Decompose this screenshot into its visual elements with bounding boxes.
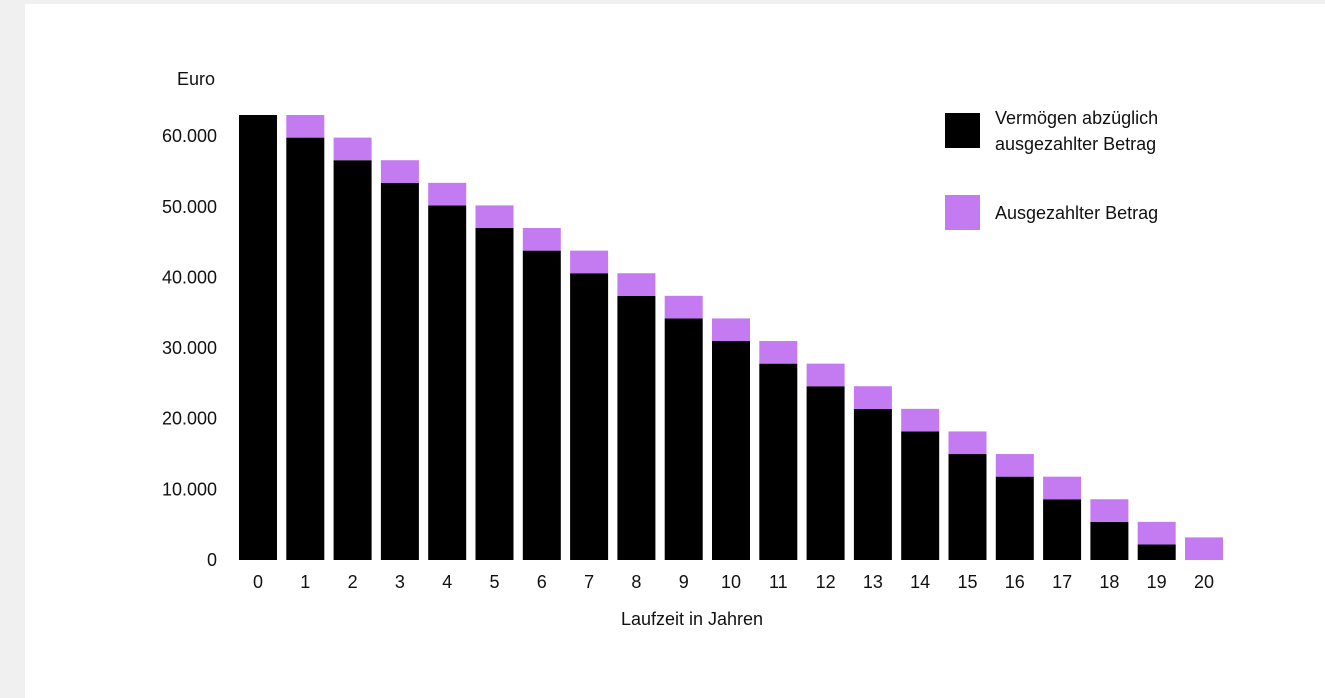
bar-vermoegen xyxy=(522,250,561,560)
bar-vermoegen xyxy=(380,182,419,561)
bar-vermoegen xyxy=(759,363,798,560)
x-tick-label: 4 xyxy=(442,572,452,592)
x-tick-label: 5 xyxy=(489,572,499,592)
bar-vermoegen xyxy=(570,273,609,560)
x-tick-label: 2 xyxy=(348,572,358,592)
bar-vermoegen xyxy=(806,386,845,560)
bar-vermoegen xyxy=(1137,544,1176,560)
x-tick-label: 0 xyxy=(253,572,263,592)
y-tick-label: 50.000 xyxy=(162,197,217,217)
bar-vermoegen xyxy=(1090,521,1129,560)
x-tick-label: 13 xyxy=(863,572,883,592)
legend-label-vermoegen-line2: ausgezahlter Betrag xyxy=(995,134,1156,154)
bars xyxy=(239,115,1223,561)
bar-ausgezahlt xyxy=(806,363,845,387)
bar-vermoegen xyxy=(239,115,277,560)
bar-vermoegen xyxy=(1043,499,1082,560)
legend-swatch-vermoegen xyxy=(945,113,980,148)
bar-ausgezahlt xyxy=(901,408,940,432)
x-tick-label: 7 xyxy=(584,572,594,592)
x-axis-title: Laufzeit in Jahren xyxy=(621,609,763,629)
x-tick-label: 16 xyxy=(1005,572,1025,592)
bar-vermoegen xyxy=(853,408,892,560)
bar-ausgezahlt xyxy=(522,228,561,251)
x-tick-label: 8 xyxy=(631,572,641,592)
y-tick-label: 10.000 xyxy=(162,479,217,499)
bar-vermoegen xyxy=(664,318,703,560)
x-tick-label: 17 xyxy=(1052,572,1072,592)
y-tick-label: 60.000 xyxy=(162,126,217,146)
bar-ausgezahlt xyxy=(995,454,1034,477)
x-tick-label: 6 xyxy=(537,572,547,592)
bar-vermoegen xyxy=(995,476,1034,560)
bar-ausgezahlt xyxy=(475,205,514,229)
bar-ausgezahlt xyxy=(617,273,656,296)
legend-label-ausgezahlt: Ausgezahlter Betrag xyxy=(995,203,1158,223)
bar-ausgezahlt xyxy=(333,137,372,161)
bar-vermoegen xyxy=(333,160,372,560)
y-axis-ticks: 0 10.000 20.000 30.000 40.000 50.000 60.000 xyxy=(162,126,217,570)
y-tick-label: 40.000 xyxy=(162,267,217,287)
y-tick-label: 20.000 xyxy=(162,409,217,429)
x-tick-label: 3 xyxy=(395,572,405,592)
x-tick-label: 15 xyxy=(957,572,977,592)
bar-ausgezahlt xyxy=(286,115,325,138)
bar-vermoegen xyxy=(428,205,467,560)
y-tick-label: 30.000 xyxy=(162,338,217,358)
bar-ausgezahlt xyxy=(1090,499,1129,522)
x-tick-label: 11 xyxy=(769,572,788,592)
x-tick-label: 19 xyxy=(1147,572,1167,592)
legend-label-vermoegen-line1: Vermögen abzüglich xyxy=(995,108,1158,128)
bar-ausgezahlt xyxy=(380,160,419,183)
bar-ausgezahlt xyxy=(712,318,750,342)
bar-ausgezahlt xyxy=(1185,537,1223,560)
x-tick-label: 9 xyxy=(679,572,689,592)
bar-vermoegen xyxy=(712,341,750,560)
bar-ausgezahlt xyxy=(428,182,467,206)
legend-swatch-ausgezahlt xyxy=(945,195,980,230)
bar-ausgezahlt xyxy=(664,295,703,319)
bar-ausgezahlt xyxy=(570,250,609,274)
bar-ausgezahlt xyxy=(853,386,892,409)
bar-vermoegen xyxy=(286,137,325,560)
x-tick-label: 20 xyxy=(1194,572,1214,592)
bar-ausgezahlt xyxy=(759,341,798,364)
bar-ausgezahlt xyxy=(1043,476,1082,500)
bar-vermoegen xyxy=(901,431,940,560)
x-tick-label: 12 xyxy=(816,572,836,592)
legend: Vermögen abzüglich ausgezahlter Betrag A… xyxy=(945,108,1158,230)
bar-ausgezahlt xyxy=(948,431,987,455)
bar-ausgezahlt xyxy=(1137,521,1176,545)
y-tick-label: 0 xyxy=(207,550,217,570)
x-tick-label: 18 xyxy=(1099,572,1119,592)
bar-vermoegen xyxy=(475,228,514,560)
bar-vermoegen xyxy=(948,454,987,560)
x-tick-label: 10 xyxy=(721,572,741,592)
y-axis-title: Euro xyxy=(177,69,215,89)
bar-vermoegen xyxy=(617,295,656,560)
x-tick-label: 1 xyxy=(300,572,310,592)
x-tick-label: 14 xyxy=(910,572,930,592)
x-axis-ticks: 0 1 2 3 4 5 6 7 8 9 10 11 12 13 14 15 16 17 18 19 20 xyxy=(253,572,1214,592)
